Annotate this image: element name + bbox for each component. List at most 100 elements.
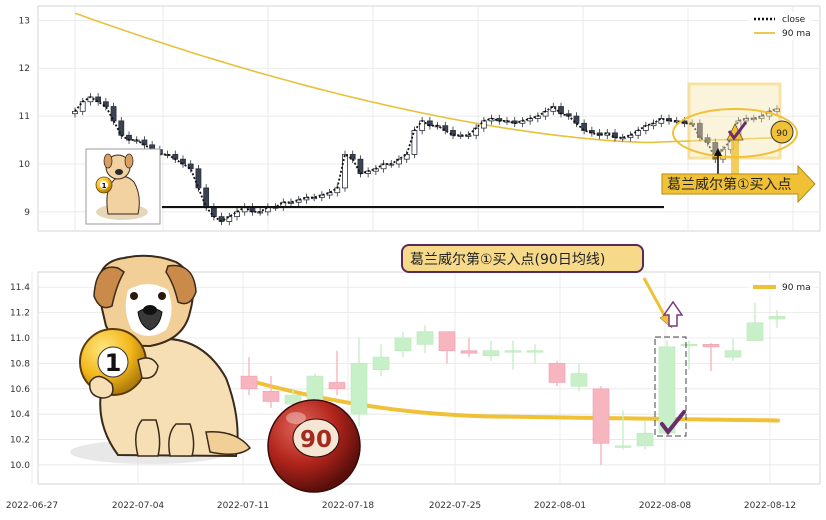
bottom-y-tick-label: 11.4: [10, 283, 30, 293]
bottom-candle: [592, 388, 610, 444]
bottom-candle: [570, 373, 588, 387]
top-close-line: [74, 95, 778, 223]
bottom-x-tick-label: 2022-06-27: [6, 501, 58, 511]
bottom-candle: [702, 344, 720, 348]
top-candle: [588, 130, 595, 134]
bottom-y-tick-label: 10.2: [10, 436, 30, 446]
bottom-candle: [328, 382, 346, 390]
top-ma-curve: [74, 12, 778, 144]
top-candle: [195, 168, 202, 189]
bottom-ma-line: [245, 377, 780, 423]
bottom-candle: [680, 344, 698, 347]
top-y-tick-label: 13: [19, 16, 30, 26]
top-candle: [210, 206, 217, 218]
bottom-x-tick-label: 2022-08-12: [744, 501, 796, 511]
bottom-candle: [394, 337, 412, 352]
top-candle: [396, 158, 402, 165]
top-close-path: [74, 95, 778, 223]
up-arrow-icon: [662, 300, 684, 327]
bottom-y-tick-label: 10.8: [10, 359, 30, 369]
bottom-candle: [240, 375, 258, 390]
dog-thumbnail-icon: 1: [85, 148, 161, 225]
top-candle: [180, 158, 186, 165]
top-y-tick-label: 11: [19, 112, 30, 122]
bottom-candle: [658, 346, 676, 434]
top-y-tick-label: 12: [19, 64, 30, 74]
legend-ma-label: 90 ma: [782, 29, 811, 39]
bottom-annotation-label: 葛兰威尔第①买入点(90日均线): [410, 251, 605, 268]
bottom-candle: [768, 316, 786, 320]
dog-illustration-icon: 1: [70, 254, 252, 464]
bottom-annotation: 葛兰威尔第①买入点(90日均线): [401, 244, 687, 437]
bottom-candle: [262, 391, 280, 402]
top-candle: [480, 120, 487, 129]
bottom-y-tick-label: 10.0: [10, 461, 30, 471]
top-candle: [187, 163, 194, 170]
top-candle: [141, 139, 148, 146]
top-candle: [681, 120, 688, 124]
top-candle: [234, 211, 240, 218]
bottom-x-ticks: 2022-06-27 2022-07-04 2022-07-11 2022-07-18…: [6, 501, 796, 511]
annotation-arrow: [661, 164, 816, 204]
bottom-candle: [746, 322, 764, 341]
bottom-candle: [350, 363, 368, 415]
bottom-candle: [416, 331, 434, 345]
bottom-y-ticks: 10.0 10.2 10.4 10.6 10.8 11.0 11.2 11.4: [10, 283, 30, 471]
bottom-candle: [548, 363, 566, 383]
bottom-candle: [284, 394, 302, 405]
top-candle: [581, 122, 588, 131]
top-candle: [696, 122, 703, 139]
top-ma-line: [74, 12, 778, 144]
top-candle: [72, 110, 78, 115]
bottom-y-tick-label: 10.4: [10, 410, 30, 420]
top-candle: [550, 106, 557, 112]
bottom-candle: [614, 445, 632, 448]
bottom-x-tick-label: 2022-08-08: [639, 501, 692, 511]
bottom-candle: [636, 432, 654, 447]
bottom-x-tick-label: 2022-08-01: [534, 501, 586, 511]
thumb-ball-label: 1: [102, 182, 107, 190]
top-candle: [226, 216, 233, 222]
top-annotation-label: 葛兰威尔第①买入点: [667, 176, 792, 193]
top-candle: [95, 96, 102, 103]
bottom-x-tick-label: 2022-07-04: [112, 501, 165, 511]
bottom-y-tick-label: 10.6: [10, 385, 30, 395]
bottom-candle: [460, 350, 478, 354]
bottom-legend: 90 ma: [748, 280, 814, 294]
top-candle: [419, 120, 426, 131]
bottom-candles: [240, 302, 786, 465]
top-y-ticks: 9 10 11 12 13: [19, 16, 31, 217]
ma-90-badge-label: 90: [776, 129, 788, 139]
check-icon: [660, 410, 686, 436]
top-candle: [349, 154, 356, 160]
bottom-candle: [482, 350, 500, 357]
bottom-x-tick-label: 2022-07-25: [429, 501, 481, 511]
bottom-candle: [526, 350, 544, 353]
bottom-x-tick-label: 2022-07-18: [322, 501, 375, 511]
ma-90-badge: [770, 120, 794, 144]
top-y-tick-label: 10: [19, 160, 31, 170]
top-candle: [658, 118, 665, 124]
bottom-x-tick-label: 2022-07-11: [217, 501, 269, 511]
bottom-y-tick-label: 11.0: [10, 334, 30, 344]
top-legend: close 90 ma: [748, 12, 812, 40]
bottom-legend-ma-label: 90 ma: [782, 283, 811, 293]
bottom-candle: [504, 350, 522, 353]
bottom-candle: [724, 350, 742, 358]
bottom-ma-curve: [245, 377, 780, 423]
bottom-y-tick-label: 11.2: [10, 309, 30, 319]
bottom-candle: [306, 375, 324, 402]
ball-90-label: 90: [300, 427, 332, 453]
bottom-candle: [438, 331, 456, 352]
top-annotation: 90 葛兰威尔第①买入点: [661, 82, 816, 204]
top-candle: [110, 106, 117, 122]
top-candle: [573, 115, 580, 124]
top-y-tick-label: 9: [24, 208, 30, 218]
bottom-candle: [372, 356, 390, 371]
dog-ball-label: 1: [105, 349, 122, 377]
top-candle: [442, 125, 449, 131]
legend-close-label: close: [782, 15, 806, 25]
top-candle: [342, 154, 348, 189]
ball-90-icon: 90: [267, 399, 361, 493]
